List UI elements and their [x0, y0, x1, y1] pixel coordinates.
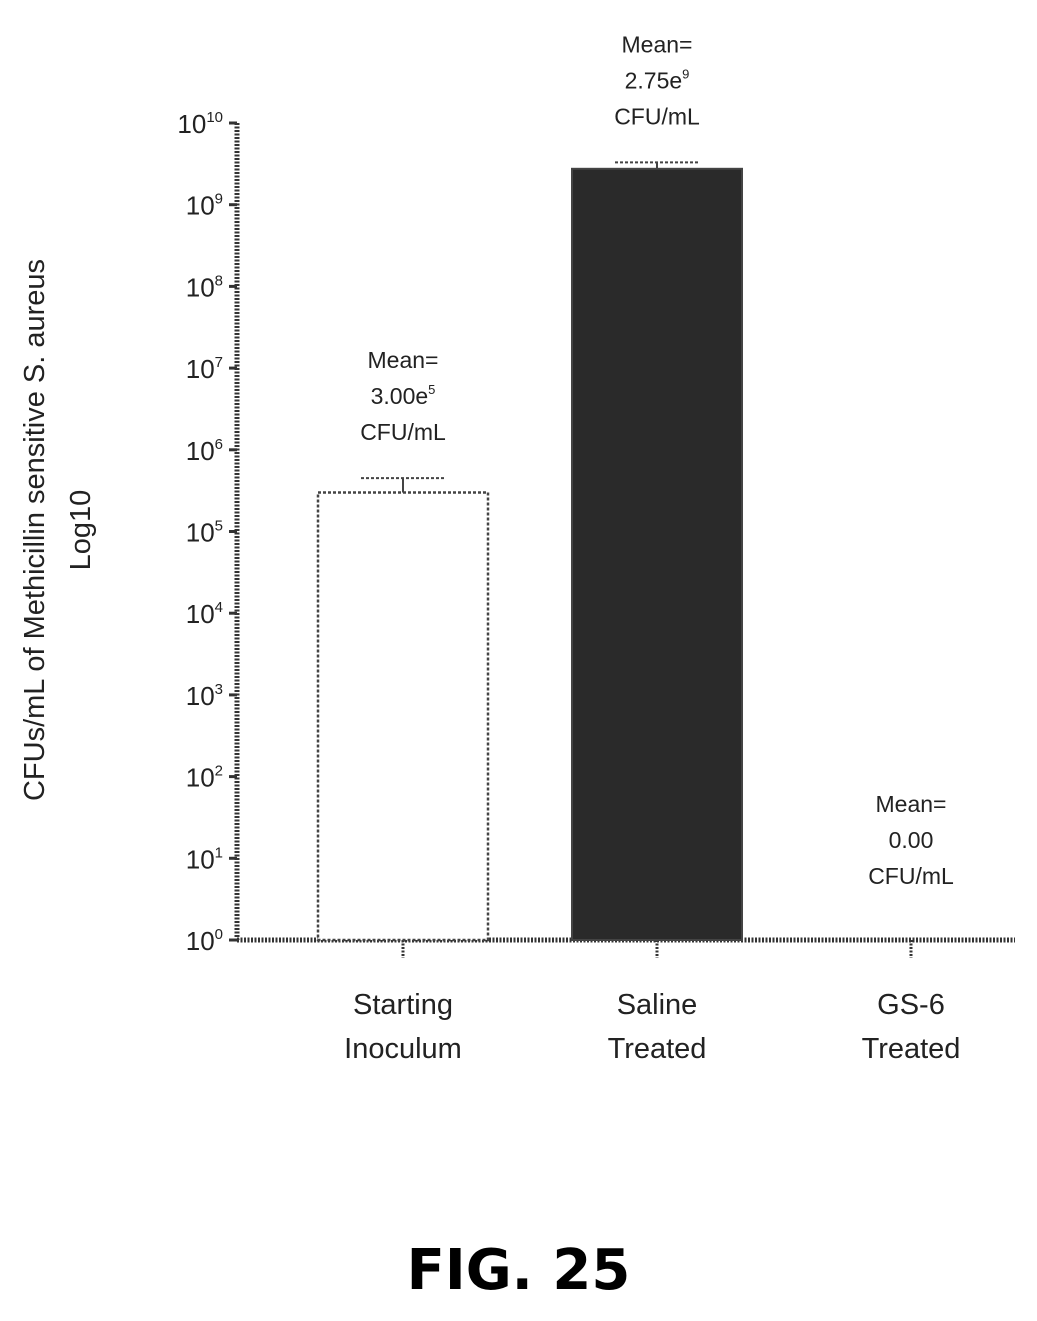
y-tick-label: 105	[186, 518, 223, 548]
y-tick-base: 10	[177, 109, 206, 139]
y-tick-label: 103	[186, 681, 223, 711]
mean-annotation-unit: CFU/mL	[614, 103, 700, 129]
mean-annotation-label: Mean=	[368, 347, 439, 373]
y-tick-base: 10	[186, 191, 215, 221]
mean-annotation-value: 3.00e5	[371, 382, 436, 409]
y-tick-exponent: 4	[215, 599, 223, 616]
y-axis-label: CFUs/mL of Methicillin sensitive S. aure…	[19, 259, 97, 801]
mean-value-exponent: 5	[428, 382, 435, 397]
x-tick-label: Starting	[353, 989, 453, 1021]
mean-annotation-unit: CFU/mL	[868, 863, 954, 889]
y-tick-exponent: 0	[215, 926, 223, 943]
y-tick-exponent: 8	[215, 272, 223, 289]
y-tick-base: 10	[186, 599, 215, 629]
bar	[316, 491, 490, 942]
x-axis: Starting Inoculum Saline Treated GS-6 Treated	[237, 937, 1015, 1065]
mean-annotation-label: Mean=	[622, 31, 693, 57]
mean-annotation-value: 0.00	[889, 827, 934, 853]
mean-annotation-value: 2.75e9	[625, 66, 690, 93]
y-tick-label: 102	[186, 763, 223, 793]
y-tick-exponent: 3	[215, 681, 223, 698]
y-tick-label: 109	[186, 191, 223, 221]
y-tick-exponent: 9	[215, 191, 223, 208]
x-tick-label: Saline	[617, 989, 698, 1021]
x-tick-label-line2: Treated	[862, 1033, 961, 1065]
y-tick-exponent: 6	[215, 436, 223, 453]
figure-caption: FIG. 25	[406, 1238, 631, 1303]
y-tick-base: 10	[186, 354, 215, 384]
y-tick-base: 10	[186, 926, 215, 956]
mean-value-base: 2.75e	[625, 67, 683, 93]
y-tick-exponent: 7	[215, 354, 223, 371]
y-tick-label: 108	[186, 272, 223, 302]
y-tick-base: 10	[186, 272, 215, 302]
bars	[316, 161, 743, 942]
y-axis-title-line2: Log10	[65, 490, 97, 571]
y-tick-label: 101	[186, 844, 223, 874]
y-tick-exponent: 1	[215, 844, 223, 861]
mean-value-exponent: 9	[682, 66, 689, 81]
mean-annotation-unit: CFU/mL	[360, 419, 446, 445]
mean-annotation-label: Mean=	[876, 791, 947, 817]
y-tick-label: 106	[186, 436, 223, 466]
y-tick-exponent: 2	[215, 763, 223, 780]
y-tick-base: 10	[186, 763, 215, 793]
y-axis-title: CFUs/mL of Methicillin sensitive S. aure…	[19, 259, 51, 801]
bar	[571, 167, 743, 941]
y-tick-base: 10	[186, 844, 215, 874]
y-tick-label: 100	[186, 926, 223, 956]
y-tick-base: 10	[186, 518, 215, 548]
mean-annotations: Mean= 3.00e5 CFU/mL Mean= 2.75e9 CFU/mL Mean= 0…	[360, 31, 954, 889]
y-tick-label: 104	[186, 599, 223, 629]
y-tick-base: 10	[186, 436, 215, 466]
mean-value-base: 0.00	[889, 827, 934, 853]
y-tick-exponent: 10	[206, 109, 223, 126]
x-tick-label: GS-6	[877, 989, 945, 1021]
y-tick-exponent: 5	[215, 518, 223, 535]
x-tick-label-line2: Treated	[608, 1033, 707, 1065]
mean-value-base: 3.00e	[371, 383, 429, 409]
y-tick-base: 10	[186, 681, 215, 711]
y-tick-label: 1010	[177, 109, 223, 139]
y-tick-label: 107	[186, 354, 223, 384]
x-tick-label-line2: Inoculum	[344, 1033, 462, 1065]
